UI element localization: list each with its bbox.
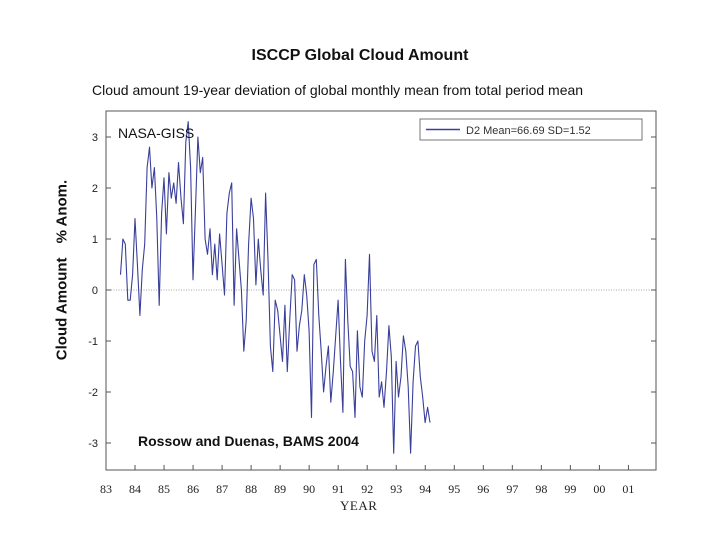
x-axis-label: YEAR bbox=[340, 498, 378, 513]
plot-frame bbox=[105, 110, 657, 471]
x-tick-label: 93 bbox=[390, 482, 402, 496]
x-tick-label: 97 bbox=[506, 482, 518, 496]
x-tick-label: 99 bbox=[564, 482, 576, 496]
y-tick-label: -3 bbox=[88, 438, 98, 450]
x-tick-label: 92 bbox=[361, 482, 373, 496]
x-tick-label: 96 bbox=[477, 482, 489, 496]
tick-marks bbox=[105, 136, 656, 470]
x-tick-label: 89 bbox=[274, 482, 286, 496]
legend: D2 Mean=66.69 SD=1.52 bbox=[419, 118, 643, 141]
chart-subtitle: Cloud amount 19-year deviation of global… bbox=[92, 82, 584, 98]
y-tick-label: 0 bbox=[92, 285, 98, 297]
y-tick-label: 1 bbox=[92, 234, 98, 246]
legend-box bbox=[419, 118, 643, 141]
x-tick-label: 90 bbox=[303, 482, 315, 496]
x-tick-label: 84 bbox=[129, 482, 141, 496]
annotation-nasa-giss: NASA-GISS bbox=[118, 125, 194, 141]
y-tick-label: -1 bbox=[88, 336, 98, 348]
annotation-citation: Rossow and Duenas, BAMS 2004 bbox=[138, 433, 359, 449]
y-axis-label-unit: % Anom. bbox=[53, 179, 71, 244]
x-tick-label: 01 bbox=[622, 482, 634, 496]
series-line bbox=[119, 121, 431, 454]
x-tick-label: 86 bbox=[187, 482, 199, 496]
y-tick-labels: 3 2 1 0 -1 -2 -3 bbox=[88, 132, 98, 450]
x-tick-label: 00 bbox=[593, 482, 605, 496]
y-axis-label: Cloud Amount % Anom. bbox=[54, 180, 71, 360]
x-tick-label: 87 bbox=[216, 482, 228, 496]
x-tick-label: 91 bbox=[332, 482, 344, 496]
x-tick-label: 95 bbox=[448, 482, 460, 496]
y-tick-label: -2 bbox=[88, 387, 98, 399]
x-tick-labels: 83 84 85 86 87 88 89 90 91 92 93 94 95 96 97 98 99 00 01 bbox=[100, 482, 634, 496]
y-axis-label-main: Cloud Amount bbox=[53, 257, 71, 361]
legend-label: D2 Mean=66.69 SD=1.52 bbox=[466, 125, 591, 137]
x-tick-label: 94 bbox=[419, 482, 431, 496]
y-tick-label: 2 bbox=[92, 183, 98, 195]
y-tick-label: 3 bbox=[92, 132, 98, 144]
x-tick-label: 83 bbox=[100, 482, 112, 496]
x-tick-label: 98 bbox=[535, 482, 547, 496]
chart-title: ISCCP Global Cloud Amount bbox=[251, 47, 469, 64]
x-tick-label: 88 bbox=[245, 482, 257, 496]
x-tick-label: 85 bbox=[158, 482, 170, 496]
